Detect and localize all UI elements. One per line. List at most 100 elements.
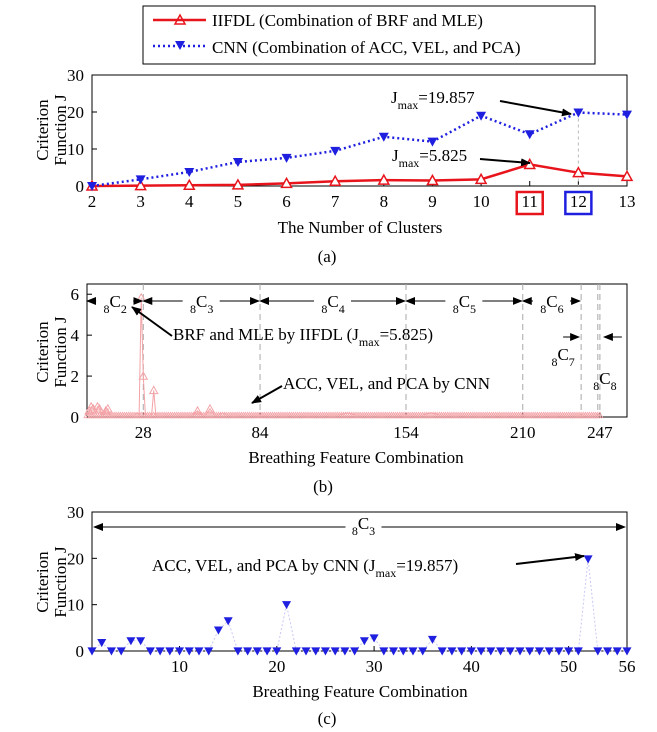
series-peak-marker-b [88,403,99,413]
series-marker-cnn-c [252,647,262,656]
panel-c-group-labels: 8C3 [93,514,626,538]
panel-b-annotation-cnn: ACC, VEL, and PCA by CNN [251,374,490,404]
panel-a-annotation-cnn: Jmax=19.857 [391,88,572,117]
series-peak-marker-b [205,403,215,413]
series-marker-cnn-c [272,647,282,656]
series-marker-cnn-c [398,647,408,656]
panel-b-group-boundaries [142,284,601,417]
panel-c-ylabel-line2: Function J [51,546,70,618]
panel-b-axes-box [86,283,628,418]
series-marker-cnn-c [359,637,369,646]
legend: IIFDL (Combination of BRF and MLE) CNN (… [142,5,596,65]
series-marker-iifdl-b [596,411,604,419]
series-marker-cnn-c [534,647,544,656]
group-label-c8: 8C8 [593,369,616,393]
series-marker-cnn-c [389,647,399,656]
series-marker-cnn-c [593,647,603,656]
annotation-arrow-cnn [499,100,572,117]
series-marker-cnn-c [418,647,428,656]
panel-a-axes-box [91,74,628,187]
group-label-c7: 8C7 [551,345,574,369]
series-marker-cnn-c [97,639,107,648]
series-marker-cnn-c [145,647,155,656]
series-marker-1 [378,132,389,142]
panel-c-ylabel-line1: Criterion [33,551,52,613]
y-tick-label: 20 [67,103,84,122]
x-tick-label: 247 [587,423,613,442]
series-marker-cnn-c [116,647,126,656]
series-peak-marker-b [100,405,111,415]
series-marker-0 [231,178,245,190]
x-tick-label: 13 [619,192,636,211]
series-marker-1 [281,153,292,163]
legend-entry-iifdl: IIFDL (Combination of BRF and MLE) [153,11,483,30]
panel-b-x-ticks: 28 84 154 210 247 [135,412,613,442]
series-marker-cnn-c [476,647,486,656]
x-tick-label: 12 [570,192,587,211]
panel-a-x-ticks: 2 3 4 5 6 7 8 9 10 11 12 13 [88,181,636,216]
series-marker-1 [232,157,243,167]
group-label: 8C2 [103,292,126,316]
series-marker-1 [87,182,97,191]
y-tick-label: 30 [67,66,84,85]
panel-b-ylabel-line1: Criterion [33,321,52,383]
series-marker-cnn-c [194,647,204,656]
panel-b-xlabel: Breathing Feature Combination [248,448,464,467]
annotation-jmax-cnn: Jmax=19.857 [391,88,475,112]
series-marker-1 [184,167,195,177]
panel-c-xlabel: Breathing Feature Combination [252,682,468,701]
series-marker-1 [330,146,341,156]
series-peak-marker-b [102,403,113,413]
series-marker-cnn-c [126,637,136,646]
panel-c-y-ticks: 0 10 20 30 [67,503,97,661]
x-tick-label: 56 [619,657,636,676]
panel-b-annotation-iifdl: BRF and MLE by IIFDL (Jmax=5.825) [131,306,433,349]
series-marker-cnn-c [291,647,301,656]
group-label-c3: 8C3 [352,514,375,538]
panel-a-y-ticks: 0 10 20 30 [67,66,97,196]
series-marker-cnn-c [243,647,253,656]
highlight-box-11 [515,190,544,216]
series-marker-0 [134,179,147,191]
series-marker-0 [620,169,634,182]
series-marker-cnn-c [184,647,194,656]
series-marker-cnn-c [223,617,233,626]
annotation-acc-vel-pca: ACC, VEL, and PCA by CNN [283,374,490,393]
series-marker-0 [426,173,439,186]
series-marker-cnn-c [136,637,146,646]
series-line-0 [91,163,628,188]
x-tick-label: 6 [282,192,291,211]
panel-c-caption: (c) [318,709,337,728]
x-tick-label: 30 [366,657,383,676]
y-tick-label: 0 [76,177,85,196]
x-tick-label: 7 [331,192,340,211]
y-tick-label: 10 [67,140,84,159]
series-marker-cnn-c [573,647,583,656]
series-marker-cnn-c [525,647,535,656]
x-tick-label: 10 [473,192,490,211]
legend-entry-cnn: CNN (Combination of ACC, VEL, and PCA) [153,38,521,57]
annotation-arrow-brf-mle [131,306,173,337]
y-tick-label: 0 [71,408,80,427]
panel-b-ylabel-line2: Function J [51,316,70,388]
series-marker-0 [328,174,342,186]
series-marker-0 [377,173,391,185]
series-marker-cnn-c [350,647,360,656]
annotation-acc-vel-pca-c: ACC, VEL, and PCA by CNN (Jmax=19.857) [152,556,458,580]
panel-a-annotation-iifdl: Jmax=5.825 [392,146,531,170]
panel-b-series [83,292,604,419]
panel-a-ylabel-line1: Criterion [33,99,52,161]
series-marker-0 [182,178,196,191]
x-tick-label: 9 [428,192,437,211]
x-tick-label: 210 [510,423,536,442]
series-marker-cnn-c [369,634,379,643]
legend-label-iifdl: IIFDL (Combination of BRF and MLE) [212,11,483,30]
x-tick-label: 84 [252,423,270,442]
series-marker-cnn-c [496,647,506,656]
y-tick-label: 20 [67,549,84,568]
series-marker-cnn-c [505,647,515,656]
series-marker-cnn-c [554,647,564,656]
panel-a-caption: (a) [318,247,337,266]
series-marker-cnn-c [515,647,525,656]
